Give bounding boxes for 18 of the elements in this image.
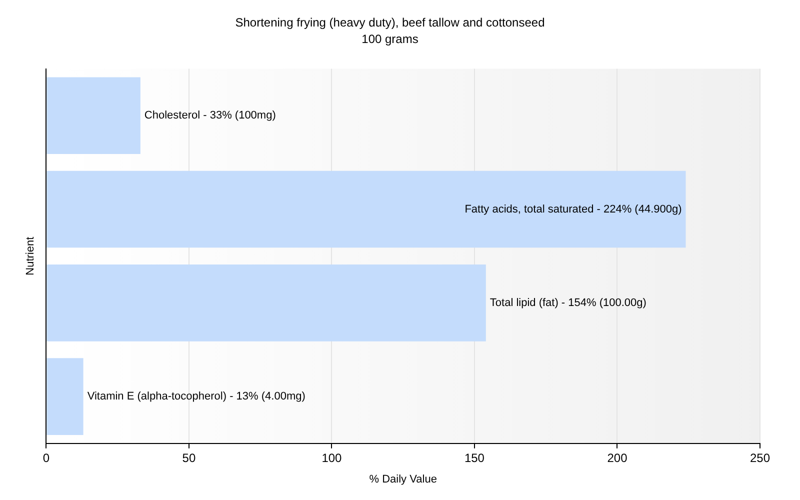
x-axis-title: % Daily Value [369,473,437,486]
bar [46,264,486,342]
category-label: Vitamin E (alpha-tocopherol) - 13% (4.00mg) [87,390,306,403]
bar [46,358,84,435]
bar [46,170,686,248]
category-label: Cholesterol - 33% (100mg) [144,110,276,122]
chart-title: Shortening frying (heavy duty), beef tallow and cottonseed [235,16,545,30]
bar [46,77,140,154]
y-axis-title: Nutrient [24,236,37,276]
category-label: Total lipid (fat) - 154% (100.00g) [490,296,646,309]
x-tick-label: 0 [42,450,50,465]
x-tick-label: 200 [607,450,628,465]
x-tick-label: 250 [750,450,770,465]
x-tick-label: 50 [182,450,196,465]
category-label: Fatty acids, total saturated - 224% (44.900g) [464,203,682,216]
x-tick-label: 150 [464,450,485,465]
x-tick-label: 100 [322,450,342,465]
chart-subtitle: 100 grams [362,32,418,46]
